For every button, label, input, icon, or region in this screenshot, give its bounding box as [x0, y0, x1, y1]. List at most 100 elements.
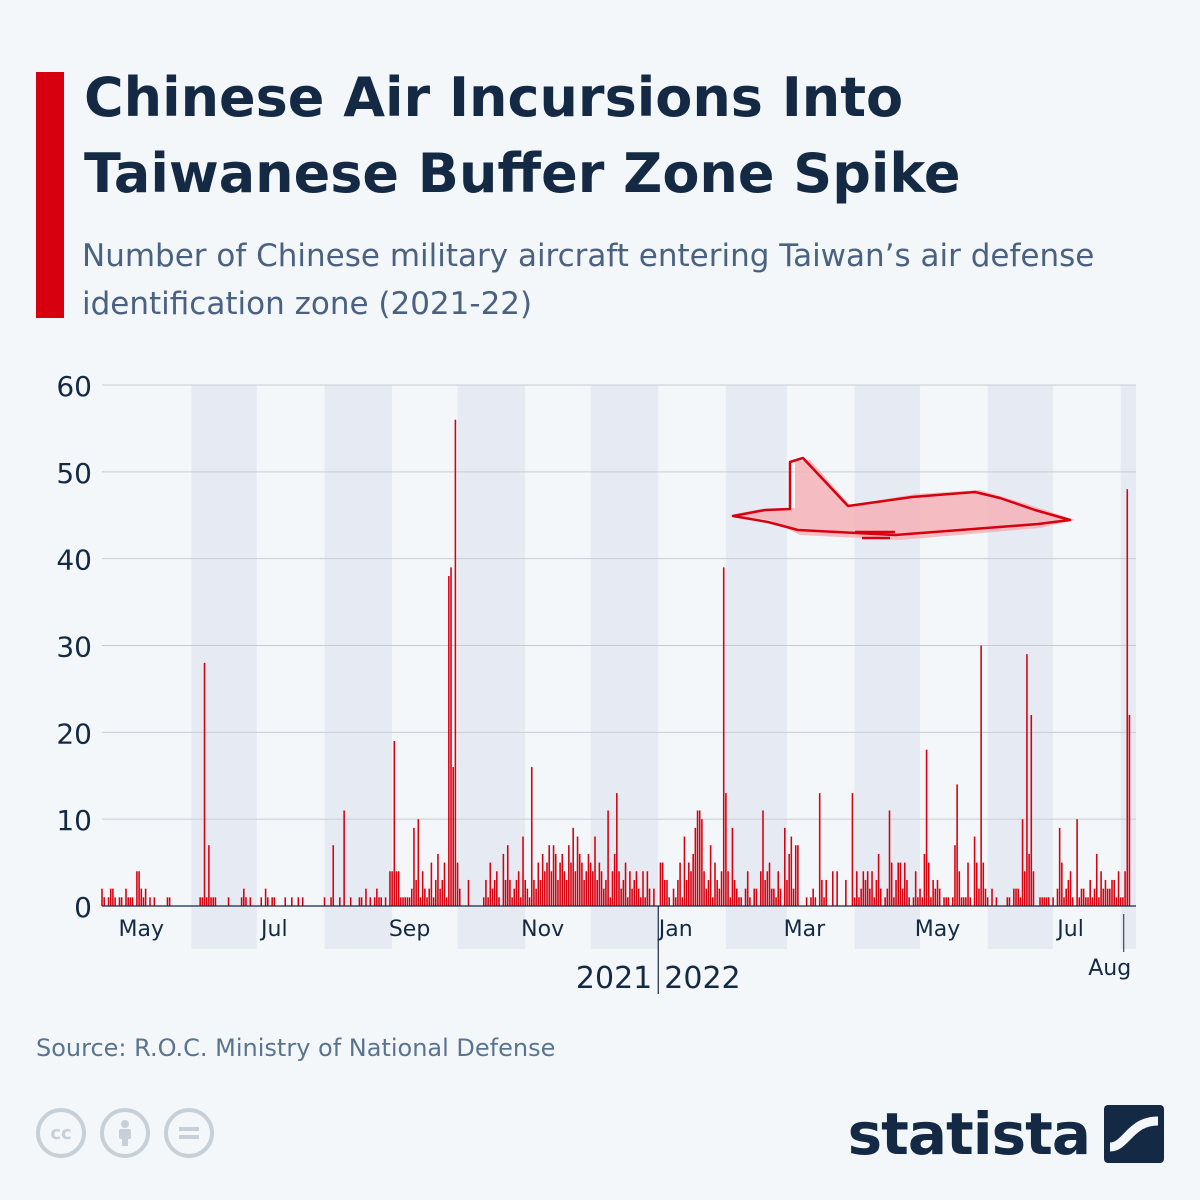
month-band [324, 385, 393, 949]
bar [1093, 888, 1096, 906]
bar [376, 888, 378, 906]
bar [114, 897, 116, 906]
bar [227, 897, 230, 906]
bar [552, 845, 555, 906]
bar [598, 862, 601, 906]
bar [267, 897, 269, 906]
x-tick-label: Sep [389, 917, 430, 942]
bar [491, 888, 494, 906]
bar [1109, 888, 1111, 906]
bar [1069, 871, 1072, 906]
bar [1052, 897, 1054, 906]
bar [168, 897, 171, 906]
bar [410, 888, 413, 906]
bar [380, 897, 383, 906]
bar [426, 897, 428, 906]
bar [546, 862, 548, 906]
bar [980, 645, 982, 906]
bar [744, 888, 747, 906]
bar [1047, 897, 1050, 906]
bar [273, 897, 276, 906]
y-tick-label: 60 [56, 370, 92, 403]
bar [886, 888, 889, 906]
bar [945, 897, 948, 906]
attribution-icon[interactable] [100, 1108, 150, 1158]
bar [1019, 897, 1022, 906]
bar [932, 879, 934, 906]
bar [688, 862, 690, 906]
bar [389, 871, 391, 906]
bar [511, 897, 513, 906]
bar [683, 836, 686, 906]
bar [965, 897, 967, 906]
bar [1032, 871, 1035, 906]
bar [395, 871, 398, 906]
bar [600, 871, 603, 906]
bar [797, 845, 799, 906]
bar [668, 897, 670, 906]
bar [441, 879, 444, 906]
bar [912, 897, 915, 906]
bar [458, 888, 461, 906]
bar [1104, 879, 1107, 906]
bar [1058, 827, 1061, 906]
bar [1061, 862, 1063, 906]
month-band [191, 385, 257, 949]
bar [831, 871, 834, 906]
statista-logo[interactable]: statista [848, 1100, 1164, 1168]
bar [936, 879, 939, 906]
bar [166, 897, 169, 906]
bar [592, 871, 594, 906]
bar [648, 888, 651, 906]
bar [1091, 897, 1094, 906]
bar [960, 897, 963, 906]
bar [1071, 897, 1074, 906]
bar [1006, 897, 1009, 906]
bar [1119, 897, 1122, 906]
bar [205, 897, 208, 906]
bar [1122, 897, 1124, 906]
bar [1026, 654, 1028, 906]
bar [443, 862, 446, 906]
bar [860, 888, 862, 906]
bar [879, 888, 882, 906]
bar [903, 862, 906, 906]
cc-icon[interactable]: cc [36, 1108, 86, 1158]
bar [1080, 888, 1083, 906]
bar [760, 871, 762, 906]
bar [616, 793, 618, 906]
bar [572, 827, 574, 906]
bar [810, 897, 812, 906]
bar [672, 888, 675, 906]
bar [679, 862, 681, 906]
bar [792, 888, 795, 906]
bar [637, 888, 640, 906]
bar [509, 879, 511, 906]
bar [958, 871, 961, 906]
bar [666, 879, 668, 906]
bar [1039, 897, 1041, 906]
bar [249, 897, 252, 906]
bar [674, 897, 677, 906]
bar [685, 879, 688, 906]
bar [214, 897, 217, 906]
bar [149, 897, 151, 906]
bar [736, 888, 738, 906]
x-tick-label: Jan [657, 917, 693, 942]
bar [1023, 871, 1026, 906]
accent-bar [36, 72, 64, 318]
bar [297, 897, 300, 906]
bar [1117, 871, 1120, 906]
bar [101, 888, 103, 906]
bar [701, 819, 703, 906]
x-axis [102, 905, 1136, 994]
month-band [1120, 385, 1136, 949]
bar [421, 871, 424, 906]
bar [557, 879, 559, 906]
bar [956, 784, 958, 906]
bar [821, 879, 823, 906]
bar [522, 836, 524, 906]
no-derivatives-icon[interactable] [164, 1108, 214, 1158]
bar [973, 836, 976, 906]
